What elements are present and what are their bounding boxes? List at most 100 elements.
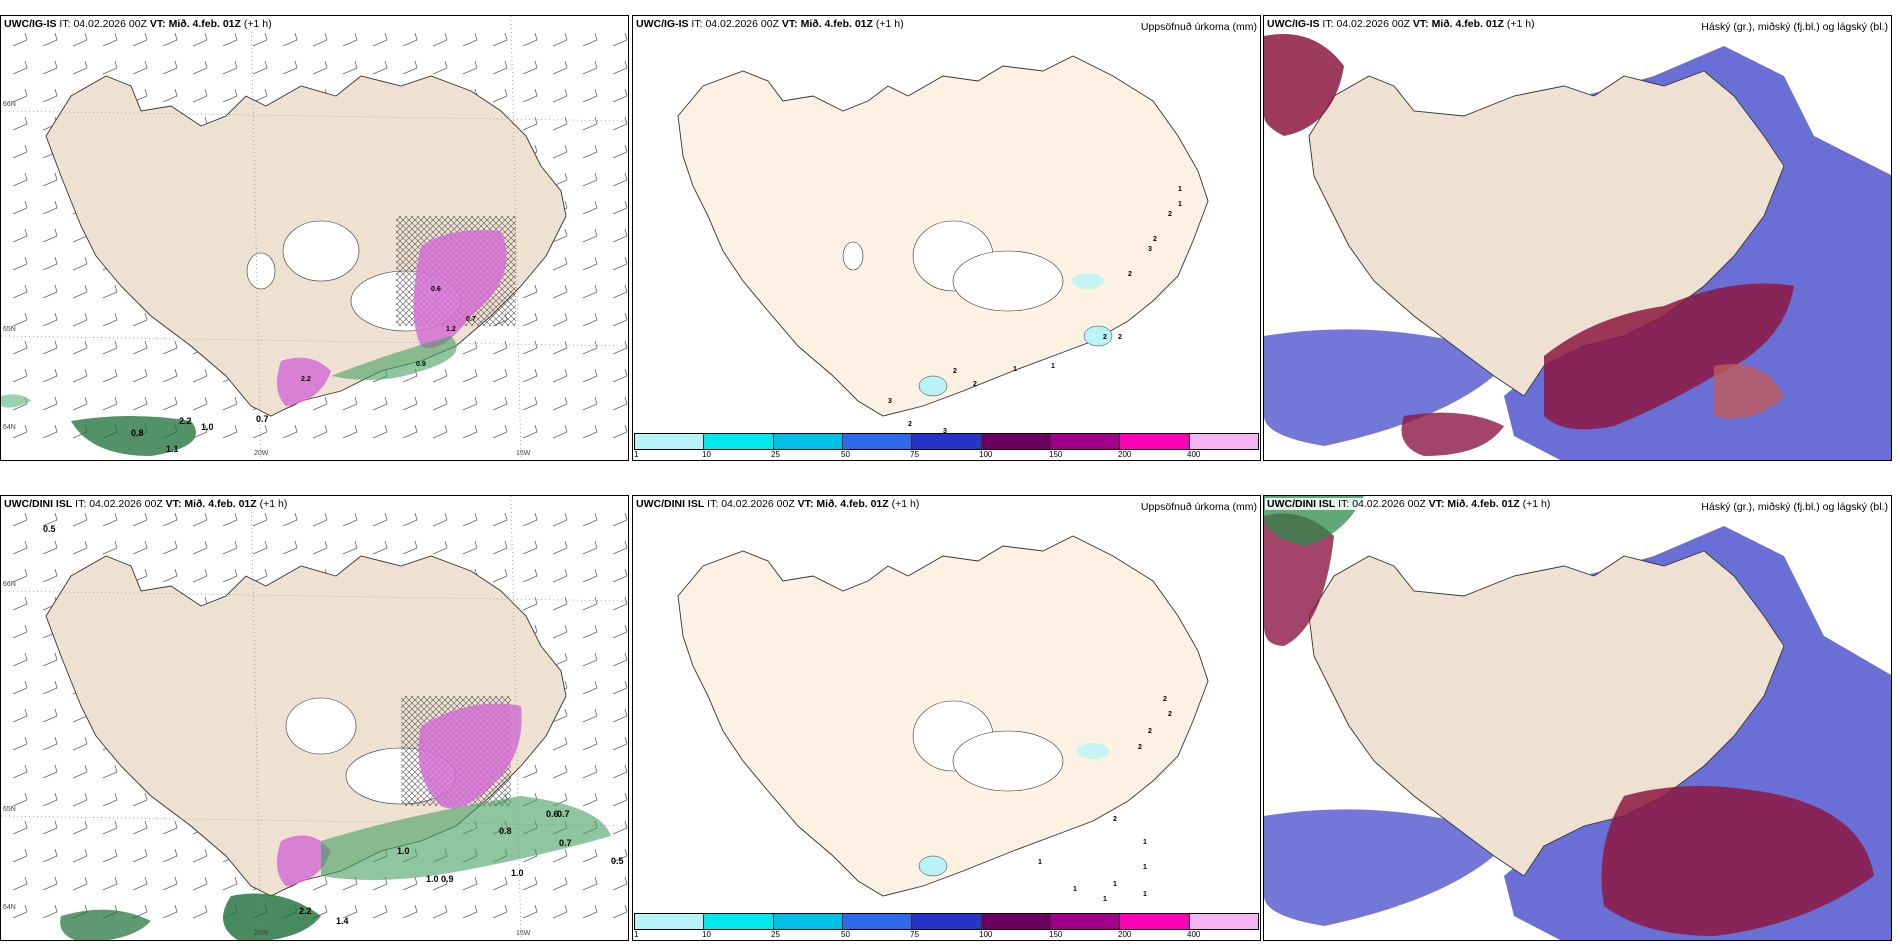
wind-barb <box>612 799 628 807</box>
wind-barb-feather <box>264 512 268 521</box>
wind-barb-feather <box>444 368 448 377</box>
wind-barb-feather <box>84 368 88 377</box>
wind-barb-feather <box>144 396 148 405</box>
wind-barb <box>342 883 358 891</box>
wind-barb <box>612 123 628 131</box>
wind-barb-feather <box>84 340 88 349</box>
wind-barb <box>342 519 358 527</box>
wind-barb-feather <box>114 396 118 405</box>
wind-barb <box>132 375 148 383</box>
wind-barb-feather <box>564 32 568 41</box>
wind-barb <box>492 883 508 891</box>
wind-barb-feather <box>54 820 58 829</box>
wind-barb <box>12 291 28 299</box>
wind-barb <box>582 235 598 243</box>
model-name: UWC/IG-IS <box>636 18 689 30</box>
precip-label: 2 <box>953 368 957 375</box>
wind-barb <box>42 883 58 891</box>
wind-barb-feather <box>594 792 598 801</box>
wind-barb <box>612 883 628 891</box>
colorbar-tick: 50 <box>841 450 850 459</box>
wind-barb-feather <box>594 876 598 885</box>
wind-barb-feather <box>114 792 118 801</box>
wind-barb-feather <box>594 624 598 633</box>
wind-barb <box>552 547 568 555</box>
wind-barb <box>372 911 388 919</box>
wind-barb <box>372 67 388 75</box>
wind-barb-feather <box>264 540 268 549</box>
cloud-map-top <box>1264 16 1891 460</box>
wind-barb-feather <box>624 368 628 377</box>
lead-time: (+1 h) <box>243 18 272 30</box>
wind-barb <box>42 911 58 919</box>
wind-barb <box>552 39 568 47</box>
wind-barb <box>612 263 628 271</box>
wind-barb-feather <box>564 200 568 209</box>
wind-barb <box>12 911 28 919</box>
wind-barb-feather <box>564 228 568 237</box>
wind-barb <box>372 883 388 891</box>
wind-barb <box>72 263 88 271</box>
lat-label-64n: 64N <box>3 424 16 431</box>
wind-barb-feather <box>54 512 58 521</box>
wind-barb <box>12 519 28 527</box>
model-name: UWC/DINI ISL <box>636 498 705 510</box>
colorbar-tick: 400 <box>1187 450 1201 459</box>
wind-barb-feather <box>24 32 28 41</box>
wind-barb-feather <box>174 848 178 857</box>
wind-barb <box>12 799 28 807</box>
wind-barb <box>552 431 568 439</box>
colorbar-labels: 1 10 25 50 75 100 150 200 400 <box>634 450 1259 460</box>
wind-barb-feather <box>414 512 418 521</box>
wind-barb <box>102 827 118 835</box>
contour-label: 0.7 <box>557 809 570 819</box>
wind-barb <box>582 715 598 723</box>
wind-barb <box>582 347 598 355</box>
wind-barb <box>42 827 58 835</box>
wind-barb <box>192 883 208 891</box>
precip-label: 2 <box>1163 696 1167 703</box>
wind-barb <box>72 319 88 327</box>
wind-barb-feather <box>594 32 598 41</box>
lon-label-15w: 15W <box>516 450 531 457</box>
wind-barb <box>462 519 478 527</box>
wind-barb <box>42 179 58 187</box>
colorbar-tick: 10 <box>702 450 711 459</box>
wind-barb <box>582 911 598 919</box>
wind-barb-feather <box>234 512 238 521</box>
wind-barb-feather <box>54 652 58 661</box>
wind-barb <box>552 403 568 411</box>
wind-barb <box>222 431 238 439</box>
wind-barb-feather <box>504 32 508 41</box>
precip-label: 1 <box>1178 186 1182 193</box>
wind-barb <box>432 375 448 383</box>
wind-barb-feather <box>114 340 118 349</box>
wind-barb-feather <box>54 284 58 293</box>
wind-barb <box>72 547 88 555</box>
wind-barb <box>12 67 28 75</box>
wind-barb-feather <box>234 424 238 433</box>
wind-barb <box>462 431 478 439</box>
vt-label: VT: <box>1428 498 1445 510</box>
wind-barb-feather <box>504 904 508 913</box>
wind-barb-feather <box>624 904 628 913</box>
wind-barb-feather <box>534 368 538 377</box>
wind-barb-feather <box>54 568 58 577</box>
wind-barb-feather <box>54 736 58 745</box>
wind-barb-feather <box>534 540 538 549</box>
wind-barb <box>282 547 298 555</box>
wind-barb-feather <box>24 764 28 773</box>
wind-barb <box>72 855 88 863</box>
panel-title: UWC/IG-IS IT: 04.02.2026 00Z VT: Mið. 4.… <box>2 18 274 30</box>
wind-barb <box>72 347 88 355</box>
wind-barb-feather <box>24 792 28 801</box>
wind-barb-feather <box>54 540 58 549</box>
contour-label: 0.8 <box>131 428 144 438</box>
wind-barb-feather <box>24 708 28 717</box>
wind-barb-feather <box>594 736 598 745</box>
wind-barb-feather <box>294 32 298 41</box>
colorbar-swatch <box>1050 434 1121 449</box>
wind-barb <box>372 39 388 47</box>
wind-barb-feather <box>144 312 148 321</box>
wind-barb-feather <box>114 512 118 521</box>
